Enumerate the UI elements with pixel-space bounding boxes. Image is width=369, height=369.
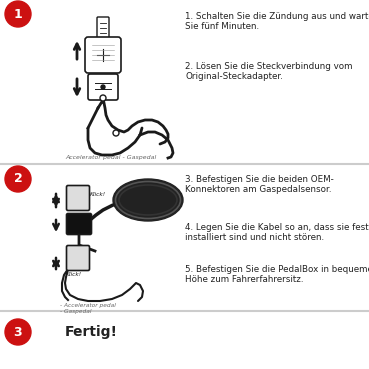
FancyBboxPatch shape xyxy=(66,186,90,210)
FancyBboxPatch shape xyxy=(88,74,118,100)
Circle shape xyxy=(5,319,31,345)
Text: 1: 1 xyxy=(14,7,23,21)
Circle shape xyxy=(101,85,105,89)
Text: Fertig!: Fertig! xyxy=(65,325,118,339)
Circle shape xyxy=(113,130,119,136)
Text: 2. Lösen Sie die Steckverbindung vom
Original-Steckadapter.: 2. Lösen Sie die Steckverbindung vom Ori… xyxy=(185,62,352,82)
Circle shape xyxy=(100,95,106,101)
Text: Klick!: Klick! xyxy=(90,192,106,197)
Text: 2: 2 xyxy=(14,172,23,186)
Text: 4. Legen Sie die Kabel so an, dass sie fest
installiert sind und nicht stören.: 4. Legen Sie die Kabel so an, dass sie f… xyxy=(185,223,369,242)
Text: - Accelerator pedal
- Gaspedal: - Accelerator pedal - Gaspedal xyxy=(60,303,116,314)
FancyBboxPatch shape xyxy=(97,17,109,41)
Text: 3. Befestigen Sie die beiden OEM-
Konnektoren am Gaspedalsensor.: 3. Befestigen Sie die beiden OEM- Konnek… xyxy=(185,175,334,194)
FancyBboxPatch shape xyxy=(66,214,92,235)
Text: Klick!: Klick! xyxy=(66,272,82,277)
Circle shape xyxy=(5,1,31,27)
FancyBboxPatch shape xyxy=(85,37,121,73)
Text: Accelerator pedal - Gaspedal: Accelerator pedal - Gaspedal xyxy=(65,155,156,160)
FancyBboxPatch shape xyxy=(66,245,90,270)
Text: 5. Befestigen Sie die PedalBox in bequemer
Höhe zum Fahrerfahrersitz.: 5. Befestigen Sie die PedalBox in bequem… xyxy=(185,265,369,284)
Ellipse shape xyxy=(113,179,183,221)
Circle shape xyxy=(5,166,31,192)
Text: 3: 3 xyxy=(14,325,22,338)
Text: 1. Schalten Sie die Zündung aus und warten
Sie fünf Minuten.: 1. Schalten Sie die Zündung aus und wart… xyxy=(185,12,369,31)
